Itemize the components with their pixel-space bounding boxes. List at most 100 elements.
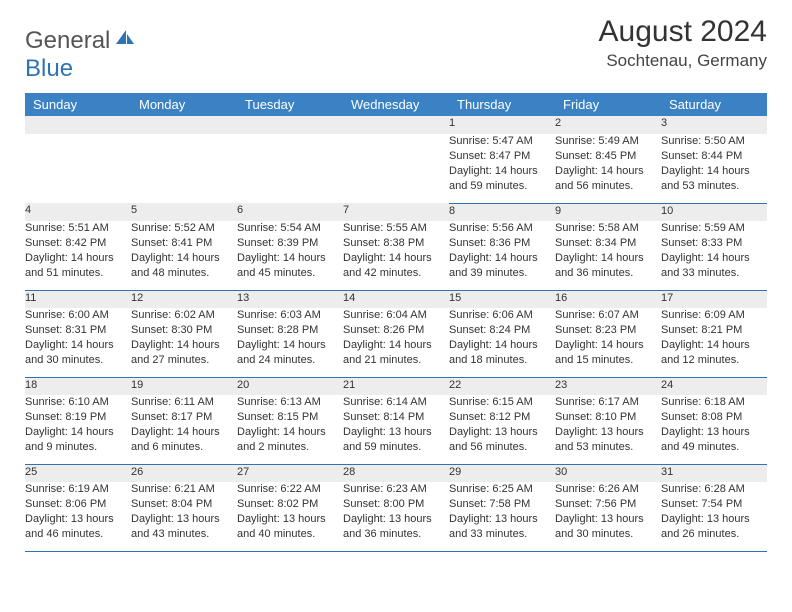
day-cell: Sunrise: 6:14 AMSunset: 8:14 PMDaylight:… bbox=[343, 395, 449, 463]
day-number: 23 bbox=[555, 377, 661, 395]
sunset-line: Sunset: 8:21 PM bbox=[661, 323, 767, 338]
sunrise-line: Sunrise: 6:26 AM bbox=[555, 482, 661, 497]
daylight-line: Daylight: 13 hours and 56 minutes. bbox=[449, 425, 555, 455]
weekday-header: Saturday bbox=[661, 93, 767, 116]
daynum-row: 25262728293031 bbox=[25, 464, 767, 482]
sunrise-line: Sunrise: 5:49 AM bbox=[555, 134, 661, 149]
daylight-line: Daylight: 14 hours and 51 minutes. bbox=[25, 251, 131, 281]
daylight-line: Daylight: 14 hours and 59 minutes. bbox=[449, 164, 555, 194]
daylight-line: Daylight: 13 hours and 30 minutes. bbox=[555, 512, 661, 542]
sunset-line: Sunset: 8:30 PM bbox=[131, 323, 237, 338]
day-number: 4 bbox=[25, 203, 131, 221]
sunrise-line: Sunrise: 5:59 AM bbox=[661, 221, 767, 236]
sunrise-line: Sunrise: 6:28 AM bbox=[661, 482, 767, 497]
day-number: 12 bbox=[131, 290, 237, 308]
weekday-header: Friday bbox=[555, 93, 661, 116]
header: GeneralBlue August 2024 Sochtenau, Germa… bbox=[25, 15, 767, 83]
day-cell: Sunrise: 6:13 AMSunset: 8:15 PMDaylight:… bbox=[237, 395, 343, 463]
day-number: 3 bbox=[661, 116, 767, 134]
day-cell: Sunrise: 5:55 AMSunset: 8:38 PMDaylight:… bbox=[343, 221, 449, 289]
day-cell: Sunrise: 6:11 AMSunset: 8:17 PMDaylight:… bbox=[131, 395, 237, 463]
day-number: 11 bbox=[25, 290, 131, 308]
day-number bbox=[343, 116, 449, 134]
logo-blue: Blue bbox=[25, 55, 73, 82]
daynum-row: 123 bbox=[25, 116, 767, 134]
daylight-line: Daylight: 14 hours and 21 minutes. bbox=[343, 338, 449, 368]
day-cell: Sunrise: 6:19 AMSunset: 8:06 PMDaylight:… bbox=[25, 482, 131, 550]
daylight-line: Daylight: 14 hours and 48 minutes. bbox=[131, 251, 237, 281]
separator-row bbox=[25, 550, 767, 551]
sunset-line: Sunset: 8:04 PM bbox=[131, 497, 237, 512]
sunset-line: Sunset: 8:41 PM bbox=[131, 236, 237, 251]
sunrise-line: Sunrise: 6:09 AM bbox=[661, 308, 767, 323]
sunrise-line: Sunrise: 6:02 AM bbox=[131, 308, 237, 323]
day-number: 10 bbox=[661, 203, 767, 221]
day-cell bbox=[25, 134, 131, 202]
day-number: 30 bbox=[555, 464, 661, 482]
daylight-line: Daylight: 13 hours and 40 minutes. bbox=[237, 512, 343, 542]
day-cell: Sunrise: 6:26 AMSunset: 7:56 PMDaylight:… bbox=[555, 482, 661, 550]
day-number: 25 bbox=[25, 464, 131, 482]
day-number: 2 bbox=[555, 116, 661, 134]
weekday-header: Monday bbox=[131, 93, 237, 116]
sunrise-line: Sunrise: 5:51 AM bbox=[25, 221, 131, 236]
day-number: 16 bbox=[555, 290, 661, 308]
page-title: August 2024 bbox=[599, 15, 767, 49]
weekday-header: Wednesday bbox=[343, 93, 449, 116]
sunrise-line: Sunrise: 5:47 AM bbox=[449, 134, 555, 149]
daynum-row: 18192021222324 bbox=[25, 377, 767, 395]
day-cell: Sunrise: 6:02 AMSunset: 8:30 PMDaylight:… bbox=[131, 308, 237, 376]
sunrise-line: Sunrise: 6:11 AM bbox=[131, 395, 237, 410]
daylight-line: Daylight: 14 hours and 12 minutes. bbox=[661, 338, 767, 368]
day-cell: Sunrise: 6:22 AMSunset: 8:02 PMDaylight:… bbox=[237, 482, 343, 550]
logo-general: General bbox=[25, 27, 110, 54]
sunset-line: Sunset: 8:02 PM bbox=[237, 497, 343, 512]
sunrise-line: Sunrise: 6:13 AM bbox=[237, 395, 343, 410]
sunrise-line: Sunrise: 6:00 AM bbox=[25, 308, 131, 323]
day-cell: Sunrise: 5:54 AMSunset: 8:39 PMDaylight:… bbox=[237, 221, 343, 289]
day-cell: Sunrise: 6:23 AMSunset: 8:00 PMDaylight:… bbox=[343, 482, 449, 550]
day-number: 24 bbox=[661, 377, 767, 395]
daydata-row: Sunrise: 5:51 AMSunset: 8:42 PMDaylight:… bbox=[25, 221, 767, 289]
day-number: 29 bbox=[449, 464, 555, 482]
sunrise-line: Sunrise: 6:21 AM bbox=[131, 482, 237, 497]
title-block: August 2024 Sochtenau, Germany bbox=[599, 15, 767, 71]
weekday-header: Thursday bbox=[449, 93, 555, 116]
day-cell: Sunrise: 6:18 AMSunset: 8:08 PMDaylight:… bbox=[661, 395, 767, 463]
daylight-line: Daylight: 14 hours and 2 minutes. bbox=[237, 425, 343, 455]
day-cell: Sunrise: 6:09 AMSunset: 8:21 PMDaylight:… bbox=[661, 308, 767, 376]
sunset-line: Sunset: 8:17 PM bbox=[131, 410, 237, 425]
daylight-line: Daylight: 14 hours and 45 minutes. bbox=[237, 251, 343, 281]
daylight-line: Daylight: 13 hours and 43 minutes. bbox=[131, 512, 237, 542]
daylight-line: Daylight: 14 hours and 36 minutes. bbox=[555, 251, 661, 281]
day-number: 15 bbox=[449, 290, 555, 308]
daylight-line: Daylight: 14 hours and 9 minutes. bbox=[25, 425, 131, 455]
daynum-row: 11121314151617 bbox=[25, 290, 767, 308]
day-number: 20 bbox=[237, 377, 343, 395]
day-cell bbox=[343, 134, 449, 202]
sunrise-line: Sunrise: 6:14 AM bbox=[343, 395, 449, 410]
sunset-line: Sunset: 7:56 PM bbox=[555, 497, 661, 512]
sunset-line: Sunset: 8:00 PM bbox=[343, 497, 449, 512]
sunset-line: Sunset: 8:24 PM bbox=[449, 323, 555, 338]
sunrise-line: Sunrise: 5:58 AM bbox=[555, 221, 661, 236]
day-number bbox=[25, 116, 131, 134]
daylight-line: Daylight: 14 hours and 42 minutes. bbox=[343, 251, 449, 281]
sunset-line: Sunset: 8:45 PM bbox=[555, 149, 661, 164]
weekday-header: Tuesday bbox=[237, 93, 343, 116]
sunset-line: Sunset: 8:39 PM bbox=[237, 236, 343, 251]
daylight-line: Daylight: 13 hours and 53 minutes. bbox=[555, 425, 661, 455]
day-number: 28 bbox=[343, 464, 449, 482]
daylight-line: Daylight: 13 hours and 33 minutes. bbox=[449, 512, 555, 542]
daylight-line: Daylight: 13 hours and 26 minutes. bbox=[661, 512, 767, 542]
day-number: 6 bbox=[237, 203, 343, 221]
daylight-line: Daylight: 14 hours and 30 minutes. bbox=[25, 338, 131, 368]
day-number: 21 bbox=[343, 377, 449, 395]
daylight-line: Daylight: 14 hours and 56 minutes. bbox=[555, 164, 661, 194]
day-cell: Sunrise: 5:51 AMSunset: 8:42 PMDaylight:… bbox=[25, 221, 131, 289]
daydata-row: Sunrise: 6:10 AMSunset: 8:19 PMDaylight:… bbox=[25, 395, 767, 463]
sunset-line: Sunset: 8:15 PM bbox=[237, 410, 343, 425]
sunrise-line: Sunrise: 6:19 AM bbox=[25, 482, 131, 497]
daylight-line: Daylight: 14 hours and 6 minutes. bbox=[131, 425, 237, 455]
daylight-line: Daylight: 14 hours and 39 minutes. bbox=[449, 251, 555, 281]
